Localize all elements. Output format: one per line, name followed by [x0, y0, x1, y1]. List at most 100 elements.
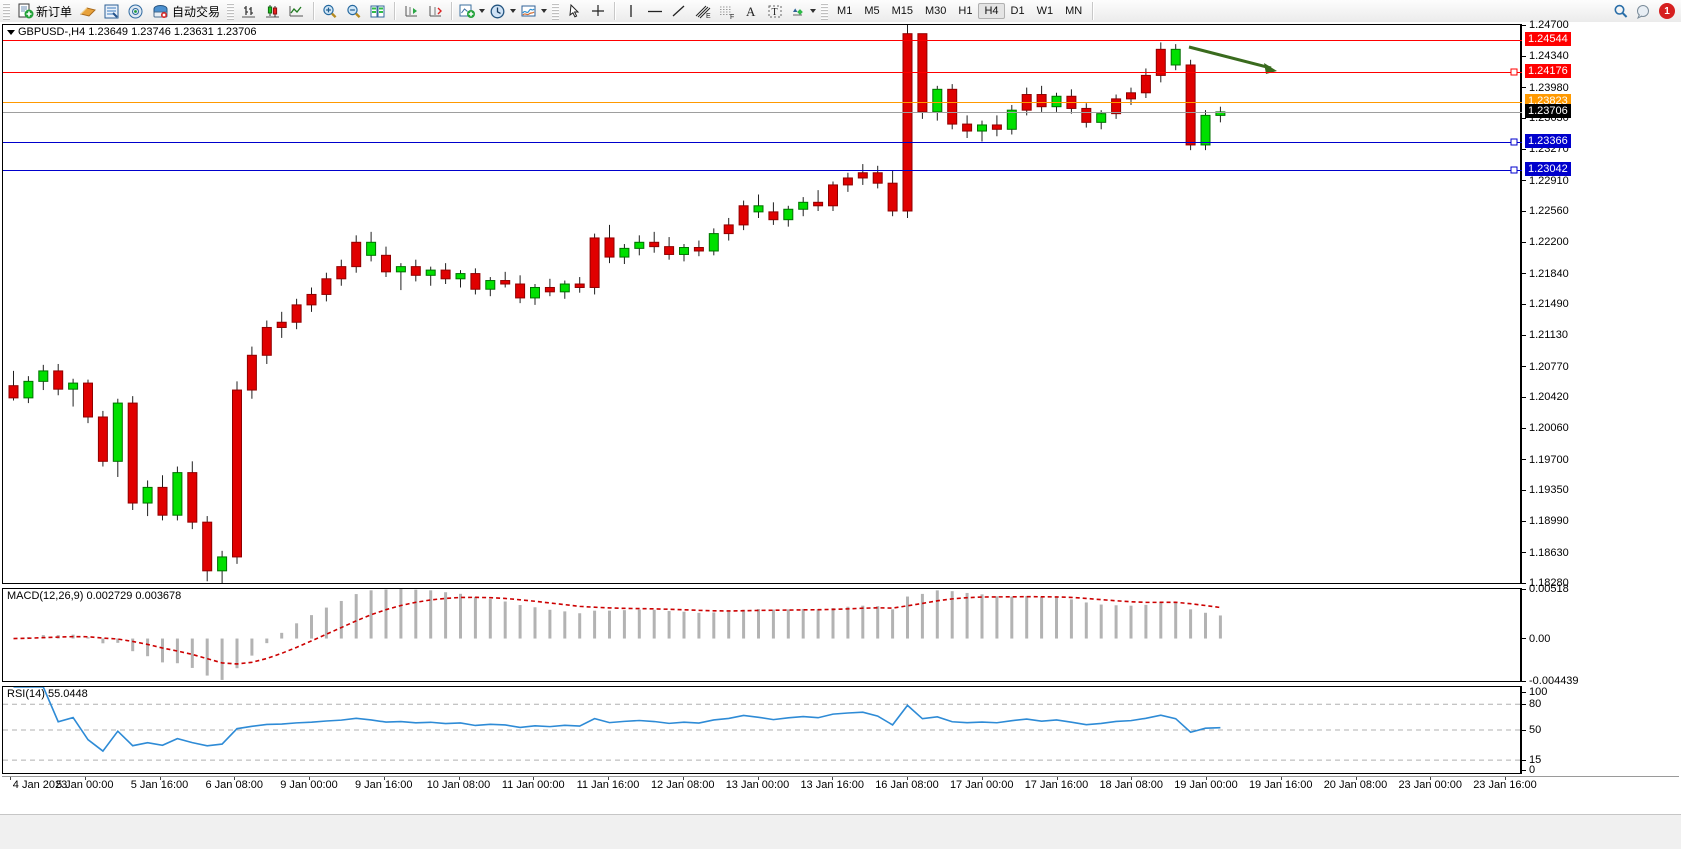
price-level-handle-support-1[interactable] — [1510, 138, 1518, 146]
time-tick — [1430, 777, 1432, 780]
bar-chart-icon — [242, 5, 256, 17]
price-level-line-resistance-2[interactable] — [3, 71, 1522, 73]
period-m30[interactable]: M30 — [925, 5, 947, 17]
book-button[interactable] — [76, 1, 100, 21]
toolbar-grip[interactable] — [3, 2, 10, 20]
time-tick-label: 13 Jan 16:00 — [800, 779, 865, 791]
crosshair-button[interactable] — [586, 1, 610, 21]
cursor-button[interactable] — [562, 1, 586, 21]
toolbar-grip-4[interactable] — [821, 2, 829, 20]
time-tick — [383, 777, 385, 780]
price-level-line-resistance-1[interactable] — [3, 39, 1522, 41]
price-level-line-support-2[interactable] — [3, 170, 1522, 172]
toolbar-grip-2[interactable] — [227, 2, 235, 20]
price-level-line-support-1[interactable] — [3, 141, 1522, 143]
macd-tick: -0.004439 — [1522, 675, 1579, 687]
search-button[interactable] — [1609, 1, 1633, 21]
text-label-button[interactable]: T — [763, 1, 787, 21]
time-tick-label: 9 Jan 00:00 — [280, 779, 338, 791]
price-level-handle-support-2[interactable] — [1510, 166, 1518, 174]
notification-badge[interactable]: 1 — [1659, 3, 1675, 19]
time-tick-label: 17 Jan 00:00 — [949, 779, 1014, 791]
time-tick — [159, 777, 161, 780]
equidistant-channel-button[interactable]: E — [691, 1, 715, 21]
chart-shift-button[interactable] — [423, 1, 447, 21]
shapes-caret-icon[interactable] — [810, 9, 817, 13]
period-w1[interactable]: W1 — [1036, 5, 1054, 17]
zoom-in-button[interactable] — [318, 1, 342, 21]
toolbar-grip-3[interactable] — [552, 2, 560, 20]
svg-text:F: F — [730, 14, 734, 20]
hline-button[interactable] — [643, 1, 667, 21]
price-level-tag-support-1[interactable]: 1.23366 — [1525, 133, 1571, 148]
indicators-icon — [459, 4, 476, 18]
line-chart-button[interactable] — [285, 1, 309, 21]
templates-button[interactable] — [518, 1, 549, 21]
price-level-handle-resistance-2[interactable] — [1510, 68, 1518, 76]
zoom-out-button[interactable] — [342, 1, 366, 21]
macd-pane[interactable]: MACD(12,26,9) 0.002729 0.003678 — [2, 588, 1521, 682]
price-tick: 1.22560 — [1522, 205, 1569, 217]
templates-caret-icon[interactable] — [541, 9, 548, 13]
price-level-line-bid[interactable] — [3, 112, 1522, 114]
period-h1[interactable]: H1 — [958, 5, 973, 17]
time-tick-label: 5 Jan 16:00 — [130, 779, 189, 791]
price-pane[interactable]: GBPUSD-,H4 1.23649 1.23746 1.23631 1.237… — [2, 24, 1522, 584]
candlestick-button[interactable] — [261, 1, 285, 21]
hline-icon — [648, 10, 663, 12]
period-m1[interactable]: M1 — [837, 5, 853, 17]
time-axis[interactable]: 4 Jan 2023 5 Jan 00:00 5 Jan 16:00 6 Jan 08… — [2, 776, 1679, 797]
time-tick-label: 17 Jan 16:00 — [1024, 779, 1089, 791]
price-level-line-pivot[interactable] — [3, 102, 1522, 104]
indicators-button[interactable] — [456, 1, 487, 21]
time-tick-label: 4 Jan 2023 — [12, 779, 68, 791]
alerts-button[interactable] — [1633, 1, 1659, 21]
price-level-tag-support-2[interactable]: 1.23042 — [1525, 162, 1571, 177]
trendline-button[interactable] — [667, 1, 691, 21]
price-level-tag-resistance-2[interactable]: 1.24176 — [1525, 63, 1571, 78]
text-button[interactable]: A — [739, 1, 763, 21]
price-axis[interactable]: 1.247001.243401.239801.236301.232701.229… — [1521, 19, 1679, 589]
period-mn[interactable]: MN — [1065, 5, 1083, 17]
rsi-pane[interactable]: RSI(14) 55.0448 — [2, 686, 1521, 774]
time-tick — [981, 777, 983, 780]
new-order-button[interactable]: 新订单 — [13, 1, 76, 21]
new-order-icon — [18, 3, 34, 18]
period-d1[interactable]: D1 — [1010, 5, 1025, 17]
chart-symbol-header: GBPUSD-,H4 1.23649 1.23746 1.23631 1.237… — [7, 26, 257, 38]
periods-caret-icon[interactable] — [510, 9, 517, 13]
toolbar-separator-4 — [614, 2, 616, 20]
indicators-caret-icon[interactable] — [479, 9, 486, 13]
fibonacci-icon: F — [720, 6, 734, 20]
time-tick — [1131, 777, 1133, 780]
shapes-icon — [793, 7, 803, 15]
candlestick-canvas — [8, 25, 1277, 583]
auto-trading-button[interactable]: 自动交易 — [148, 1, 224, 21]
price-tick: 1.21840 — [1522, 268, 1569, 280]
tile-windows-button[interactable] — [366, 1, 390, 21]
collapse-triangle-icon[interactable] — [7, 29, 15, 35]
time-tick-label: 6 Jan 08:00 — [205, 779, 264, 791]
auto-trading-label: 自动交易 — [172, 4, 221, 19]
period-h4[interactable]: H4 — [978, 3, 1005, 19]
auto-scroll-button[interactable] — [399, 1, 423, 21]
vline-button[interactable] — [619, 1, 643, 21]
period-m5[interactable]: M5 — [864, 5, 880, 17]
shapes-button[interactable] — [787, 1, 818, 21]
period-m15[interactable]: M15 — [891, 5, 913, 17]
fibonacci-button[interactable]: F — [715, 1, 739, 21]
rsi-tick: 50 — [1522, 724, 1541, 736]
navigator-button[interactable] — [124, 1, 148, 21]
equidistant-icon: E — [695, 5, 711, 20]
toolbar-separator-3 — [451, 2, 453, 20]
tile-windows-icon — [370, 5, 385, 17]
price-level-tag-bid[interactable]: 1.23706 — [1525, 104, 1571, 119]
bar-chart-button[interactable] — [237, 1, 261, 21]
rsi-axis: 100 80 50 15 0 — [1521, 686, 1679, 776]
data-window-button[interactable] — [100, 1, 124, 21]
price-level-tag-resistance-1[interactable]: 1.24544 — [1525, 31, 1571, 46]
terminal-icon — [153, 4, 168, 18]
price-tick: 1.22910 — [1522, 175, 1569, 187]
periods-button[interactable] — [487, 1, 518, 21]
new-order-label: 新订单 — [36, 4, 73, 19]
